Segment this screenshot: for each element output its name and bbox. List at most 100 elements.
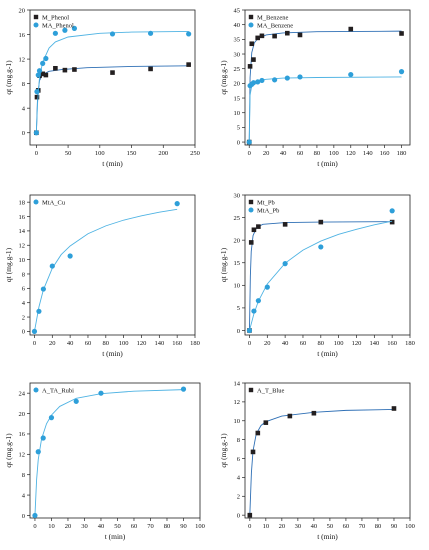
y-tick-label: 45	[234, 7, 241, 14]
data-point	[255, 298, 261, 304]
x-tick-label: 40	[311, 523, 318, 530]
x-tick-label: 20	[49, 340, 56, 347]
series-2: MtA_Pb	[246, 207, 395, 334]
data-point	[109, 31, 116, 37]
data-point	[389, 208, 395, 214]
chart-panel-3: 0 20 40 60 80 100 120 140 160 180 0 2 4 6 8 10 12 14 16 18 t…	[4, 194, 200, 358]
fit-curve	[249, 408, 394, 516]
plot-frame	[244, 382, 411, 519]
x-tick-label: 120	[137, 340, 147, 347]
y-tick-label: 2	[237, 494, 240, 501]
series-1: Mt_Pb	[247, 199, 395, 333]
x-tick-label: 60	[131, 523, 138, 530]
y-tick-label: 8	[22, 81, 25, 88]
data-point	[40, 435, 46, 441]
data-point	[247, 64, 253, 69]
chart-panel-2: 0 20 40 60 80 100 120 140 160 180 0 5 10 15 20 25 30 35 40…	[219, 7, 411, 168]
chart-panel-1: 0 50 100 150 200 250 0 4 8 12 16 20 t (min) qt (mg.g-…	[4, 7, 200, 168]
x-tick-label: 50	[327, 523, 334, 530]
y-tick-label: 8	[237, 437, 240, 444]
data-point	[287, 413, 293, 419]
data-point	[34, 89, 40, 95]
y-tick-label: 6	[22, 286, 26, 293]
series-1: A_T_Blue	[247, 387, 397, 518]
x-tick-label: 0	[248, 340, 251, 347]
data-point	[297, 32, 303, 38]
x-tick-label: 30	[295, 523, 302, 530]
y-tick-label: 25	[234, 66, 241, 73]
x-tick-label: 40	[67, 340, 74, 347]
y-tick-label: 5	[237, 305, 240, 312]
y-tick-label: 4	[22, 105, 26, 112]
data-point	[251, 227, 257, 233]
data-point	[33, 130, 39, 136]
x-tick-label: 60	[300, 340, 307, 347]
y-tick-label: 10	[234, 110, 241, 117]
x-tick-label: 100	[95, 150, 105, 157]
x-tick-label: 50	[65, 150, 72, 157]
data-point	[36, 308, 42, 314]
data-point	[264, 284, 270, 290]
data-point	[53, 65, 58, 71]
data-point	[398, 69, 405, 75]
chart-panel-5: 0 10 20 30 40 50 60 70 80 90 100 0 4 8 12 16 20 24 t (min)…	[4, 382, 205, 541]
data-point	[311, 410, 317, 416]
x-tick-label: 0	[35, 150, 38, 157]
legend-label: MA_Benzene	[257, 22, 293, 29]
data-point	[348, 71, 354, 78]
data-point	[40, 71, 45, 77]
x-tick-label: 100	[405, 523, 415, 530]
x-tick-label: 20	[264, 340, 271, 347]
data-point	[282, 261, 288, 267]
x-tick-label: 100	[329, 150, 339, 157]
data-point	[248, 240, 254, 245]
data-point	[43, 55, 49, 62]
x-tick-label: 0	[33, 340, 36, 347]
data-point	[284, 75, 290, 81]
data-point	[263, 420, 269, 425]
x-tick-label: 100	[195, 523, 205, 530]
y-tick-label: 2	[22, 314, 25, 321]
data-point	[31, 328, 38, 335]
data-point	[251, 308, 257, 314]
y-tick-label: 8	[22, 472, 25, 479]
x-tick-label: 120	[352, 340, 362, 347]
x-tick-label: 250	[190, 150, 200, 157]
series-1: MtA_Cu	[31, 199, 180, 335]
data-point	[391, 406, 397, 411]
y-tick-label: 35	[234, 37, 241, 44]
data-point	[180, 386, 187, 392]
x-tick-label: 150	[127, 150, 137, 157]
legend-label: MtA_Cu	[42, 199, 66, 206]
data-point	[110, 70, 115, 75]
y-axis-label: qt (mg.g-1)	[4, 60, 13, 95]
legend-label: A_TA_Rubi	[42, 387, 74, 394]
data-point	[399, 31, 404, 36]
y-tick-label: 20	[19, 411, 26, 418]
y-tick-label: 16	[19, 431, 26, 438]
data-point	[34, 94, 40, 100]
y-tick-label: 12	[234, 399, 241, 406]
data-point	[256, 224, 261, 229]
y-tick-label: 20	[234, 237, 241, 244]
fit-curve	[248, 30, 402, 143]
x-tick-label: 200	[158, 150, 168, 157]
data-point	[255, 35, 260, 41]
data-point	[35, 449, 41, 455]
y-tick-label: 25	[234, 215, 241, 222]
x-axis-label: t (min)	[317, 159, 338, 168]
data-point	[52, 30, 58, 36]
legend-marker	[248, 199, 254, 205]
y-tick-label: 12	[19, 243, 26, 250]
plot-frame	[29, 194, 196, 336]
x-tick-label: 60	[343, 523, 350, 530]
y-axis-label: qt (mg.g-1)	[219, 247, 228, 282]
y-tick-label: 20	[234, 81, 241, 88]
data-point	[186, 62, 191, 67]
x-axis-label: t (min)	[317, 532, 338, 541]
legend-marker	[248, 207, 254, 213]
legend-label: Mt_Pb	[257, 199, 275, 206]
y-tick-label: 14	[19, 228, 26, 235]
data-point	[250, 449, 256, 455]
